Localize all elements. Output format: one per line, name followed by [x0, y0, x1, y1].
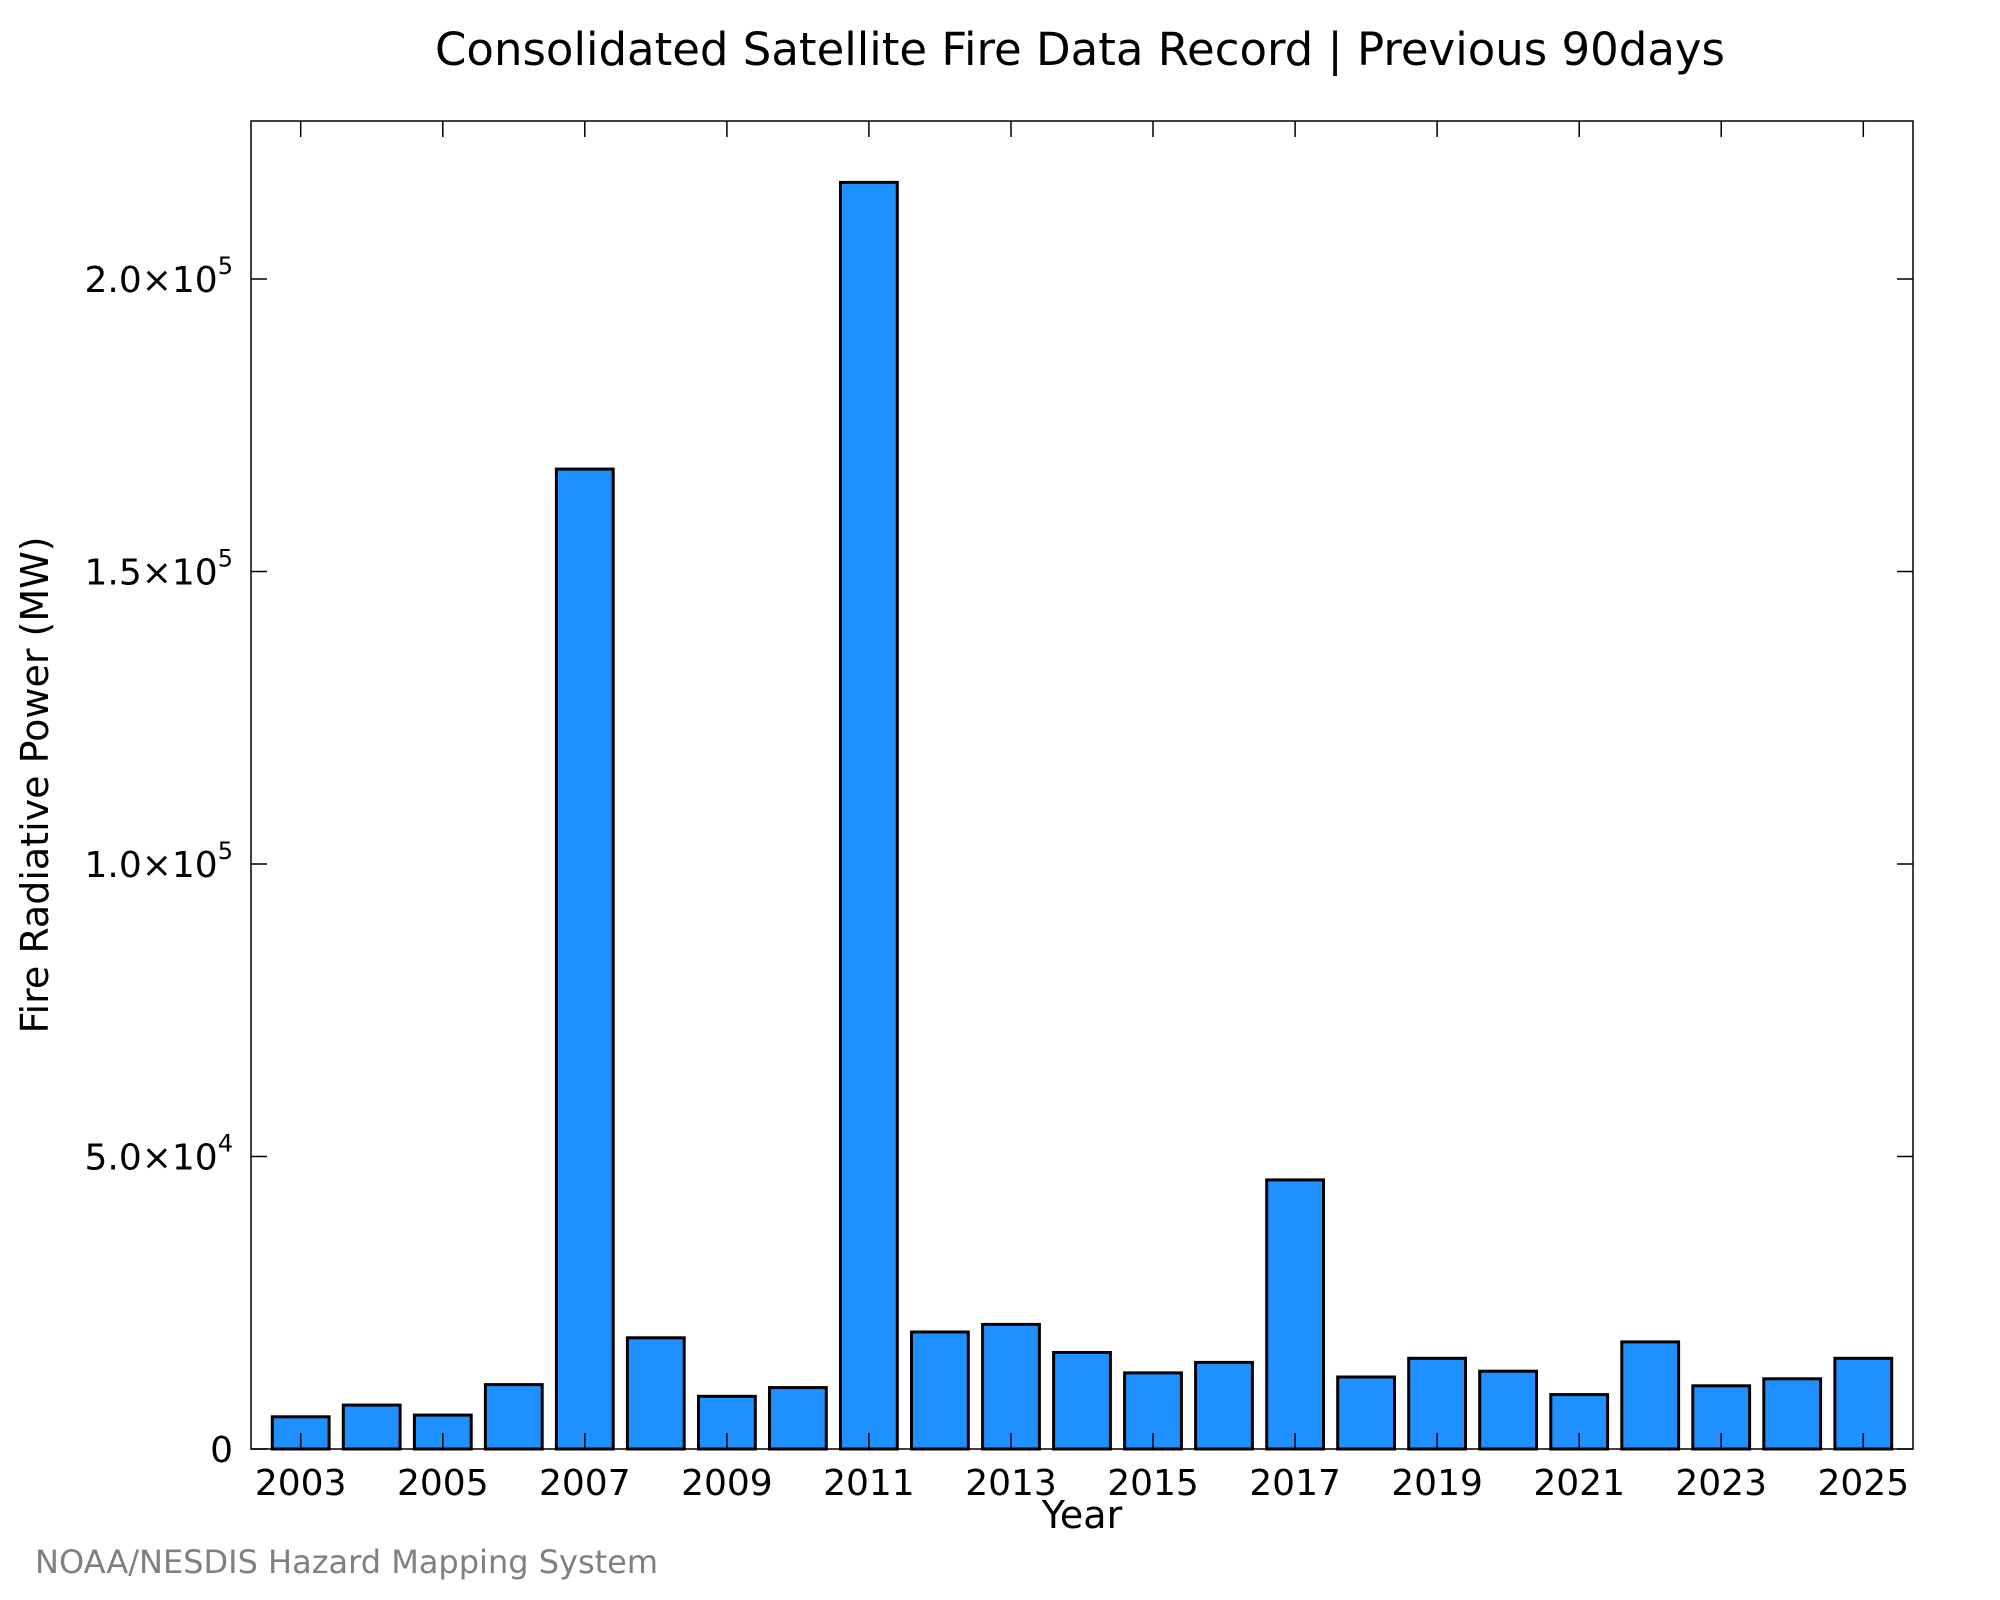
x-tick-label-2011: 2011 [823, 1463, 915, 1504]
bar-2020 [1478, 1369, 1538, 1451]
x-tick-label-2009: 2009 [681, 1463, 773, 1504]
bar-2004 [341, 1403, 402, 1451]
bar-2011 [839, 180, 899, 1451]
bar-2014 [1052, 1351, 1112, 1451]
y-tick-label-200000: 2.0×105 [84, 252, 233, 301]
bar-2024 [1762, 1377, 1823, 1451]
y-axis-label: Fire Radiative Power (MW) [13, 536, 57, 1033]
x-tick-label-2021: 2021 [1533, 1463, 1625, 1504]
x-tick-label-2007: 2007 [539, 1463, 631, 1504]
chart-title: Consolidated Satellite Fire Data Record … [435, 23, 1725, 76]
y-tick-label-0: 0 [210, 1430, 233, 1471]
bar-2022 [1620, 1340, 1681, 1451]
bar-2007 [554, 467, 615, 1451]
bars-group [270, 180, 1894, 1451]
bar-2013 [981, 1322, 1041, 1451]
bar-2016 [1194, 1360, 1254, 1451]
bar-2008 [625, 1336, 686, 1451]
bar-2010 [768, 1386, 828, 1451]
y-tick-label-100000: 1.0×105 [84, 837, 233, 886]
x-tick-labels: 2003 2005 2007 2009 2011 2013 2015 2017 2019 2021… [255, 1463, 1909, 1504]
x-tick-label-2025: 2025 [1817, 1463, 1909, 1504]
x-tick-label-2013: 2013 [965, 1463, 1057, 1504]
x-tick-label-2005: 2005 [397, 1463, 489, 1504]
x-axis-label: Year [1041, 1493, 1123, 1537]
x-tick-label-2023: 2023 [1675, 1463, 1767, 1504]
bar-2006 [483, 1383, 544, 1451]
y-tick-label-50000: 5.0×104 [84, 1130, 233, 1179]
y-tick-label-150000: 1.5×105 [84, 545, 233, 594]
x-tick-label-2003: 2003 [255, 1463, 347, 1504]
ticks-group [251, 121, 1913, 1450]
bar-2018 [1336, 1375, 1396, 1451]
y-tick-labels: 0 5.0×104 1.0×105 1.5×105 2.0×105 [84, 252, 233, 1471]
plot-frame [250, 120, 1914, 1450]
credit-text: NOAA/NESDIS Hazard Mapping System [35, 1543, 658, 1581]
x-tick-label-2019: 2019 [1391, 1463, 1483, 1504]
bar-2017 [1265, 1178, 1325, 1451]
x-tick-label-2017: 2017 [1249, 1463, 1341, 1504]
x-tick-label-2015: 2015 [1107, 1463, 1199, 1504]
bar-2012 [910, 1330, 970, 1451]
